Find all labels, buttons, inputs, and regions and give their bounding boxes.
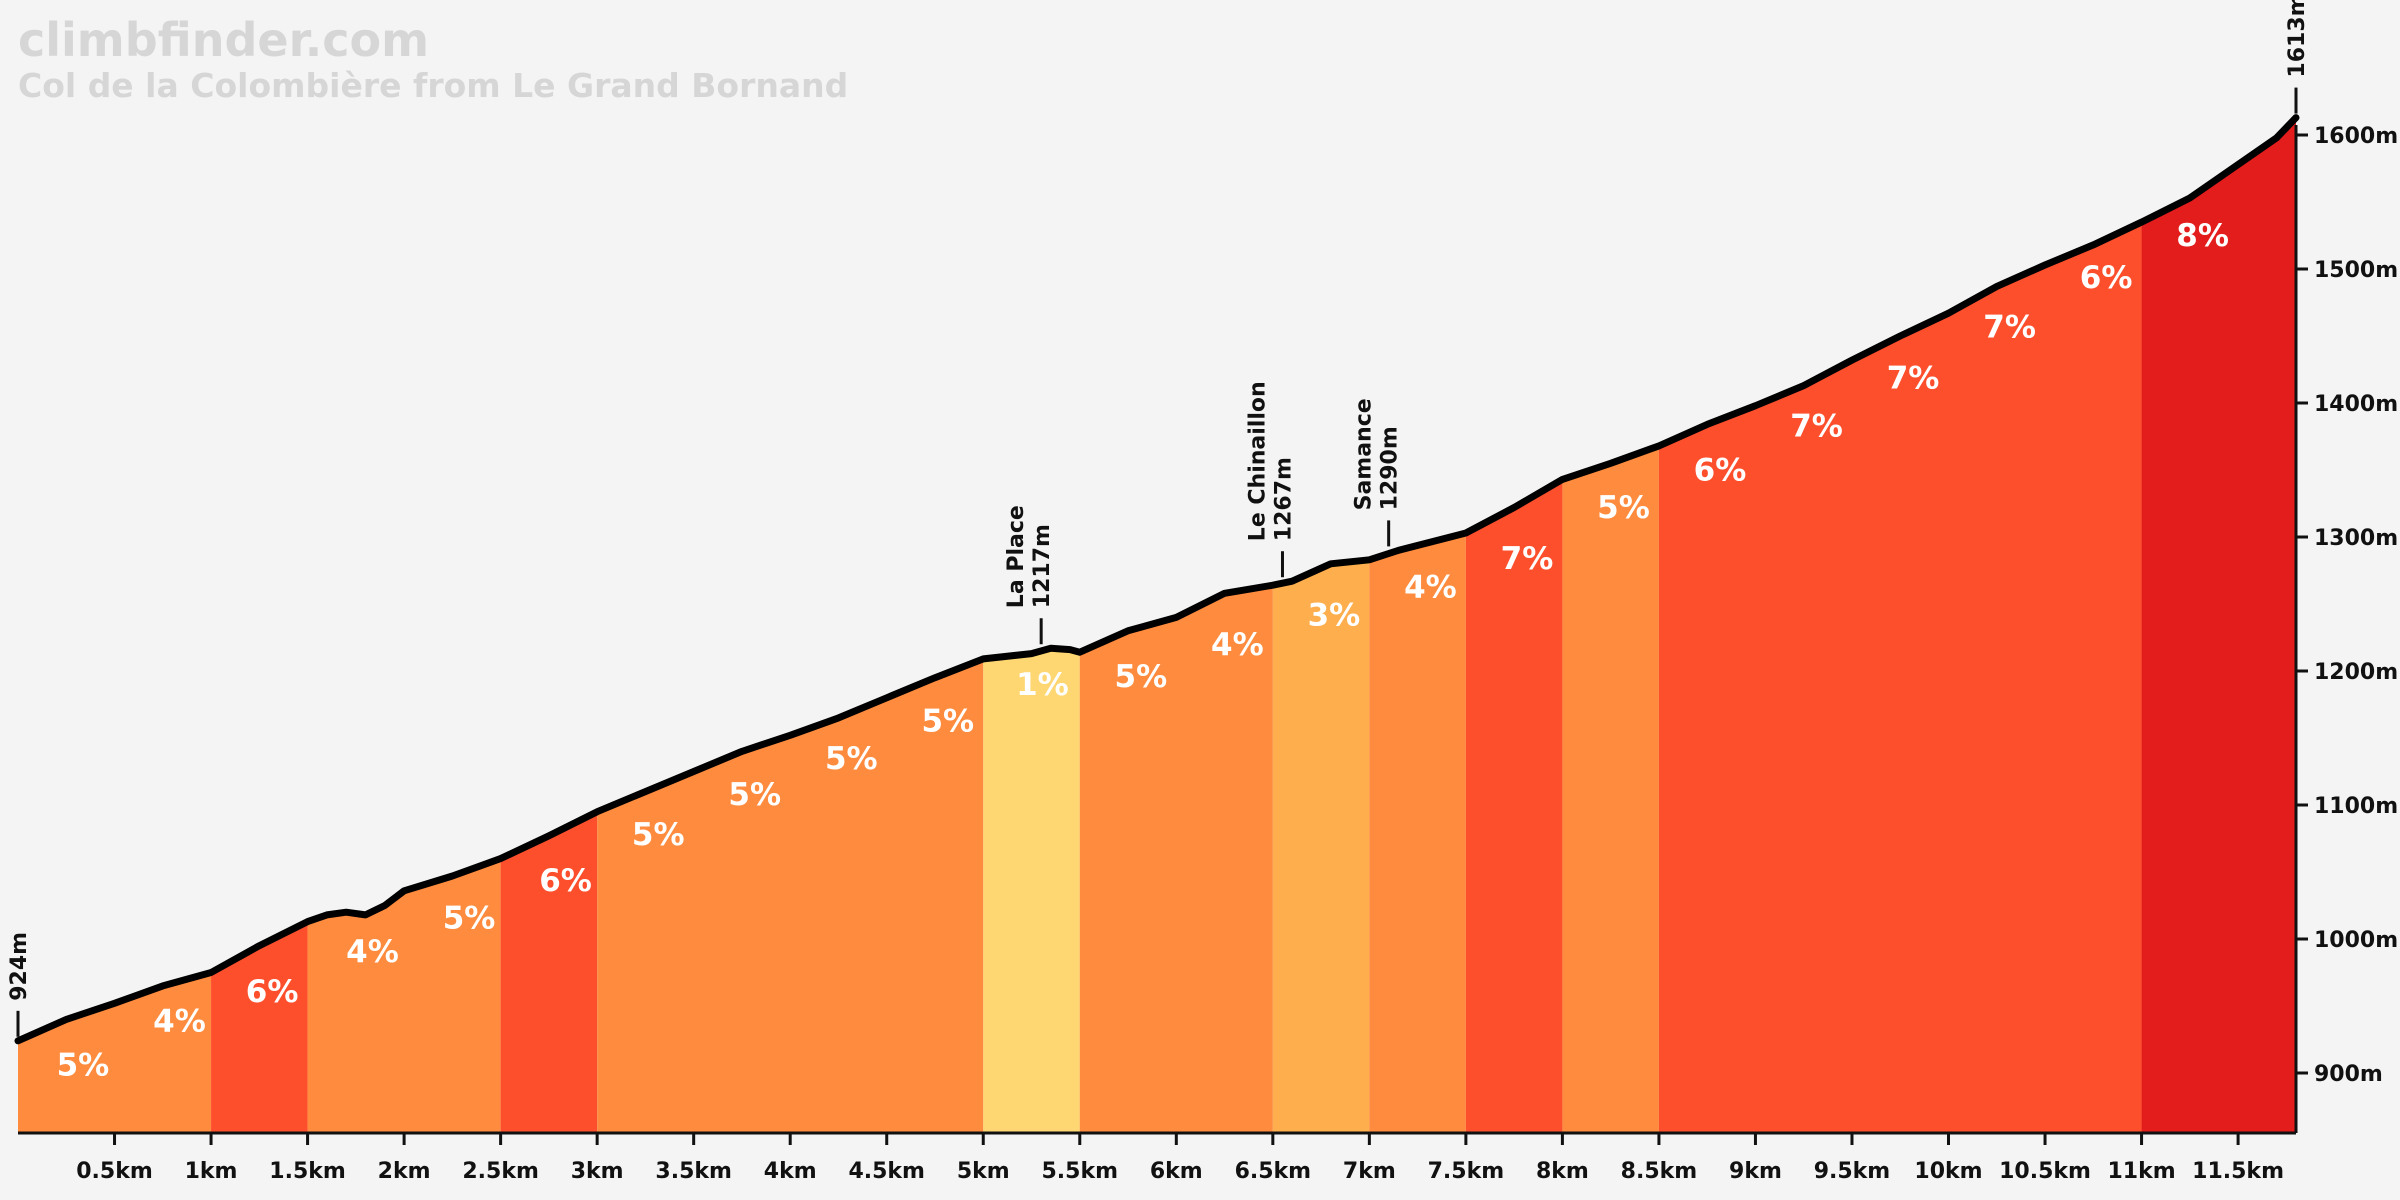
poi-marker: 1613m — [2285, 0, 2310, 114]
x-tick-label: 5.5km — [1042, 1159, 1119, 1184]
x-tick-label: 2.5km — [462, 1159, 539, 1184]
x-axis: 0.5km 1km 1.5km 2km 2.5km 3km 3.5km 4km 4.5km 5km… — [18, 1131, 2296, 1184]
grade-label: 4% — [153, 1003, 206, 1039]
poi-elevation: 1267m — [1272, 457, 1297, 541]
gradient-segment — [2141, 117, 2296, 1133]
y-tick-label: 1100m — [2314, 794, 2398, 819]
gradient-segment — [1562, 117, 1659, 1133]
grade-label: 5% — [57, 1048, 110, 1084]
poi-elevation: 1217m — [1030, 524, 1055, 608]
x-tick-label: 6km — [1150, 1159, 1203, 1184]
poi-label: Le Chinaillon1267m — [1246, 381, 1297, 541]
y-tick-label: 1000m — [2314, 928, 2398, 953]
grade-label: 5% — [921, 703, 974, 739]
grade-label: 7% — [1790, 409, 1843, 445]
x-tick-label: 7km — [1343, 1159, 1396, 1184]
grade-label: 3% — [1308, 597, 1361, 633]
gradient-segment — [307, 117, 501, 1133]
grade-label: 7% — [1983, 309, 2036, 345]
x-tick-label: 6.5km — [1235, 1159, 1312, 1184]
poi-name: La Place — [1004, 505, 1029, 608]
grade-label: 6% — [539, 863, 592, 899]
x-tick-label: 8km — [1536, 1159, 1589, 1184]
grade-label: 4% — [346, 934, 399, 970]
x-tick-label: 4.5km — [848, 1159, 925, 1184]
grade-label: 5% — [1597, 490, 1650, 526]
points-of-interest: 924m La Place1217m Le Chinaillon1267m Saman… — [7, 0, 2310, 1037]
poi-marker: Samance1290m — [1352, 398, 1403, 547]
x-tick-label: 0.5km — [76, 1159, 153, 1184]
gradient-segment — [597, 117, 984, 1133]
grade-label: 5% — [728, 777, 781, 813]
grade-label: 4% — [1211, 627, 1264, 663]
grade-label: 8% — [2176, 218, 2229, 254]
x-tick-label: 1km — [185, 1159, 238, 1184]
poi-label: 1613m — [2285, 0, 2310, 78]
grade-label: 5% — [443, 900, 496, 936]
site-title: climbfinder.com — [18, 13, 429, 67]
poi-label: La Place1217m — [1004, 505, 1055, 608]
gradient-segment — [1658, 117, 2142, 1133]
poi-marker: 924m — [7, 932, 32, 1037]
x-tick-label: 5km — [957, 1159, 1010, 1184]
y-axis: 900m 1000m 1100m 1200m 1300m 1400m 1500m 1600m — [2294, 124, 2398, 1133]
poi-elevation: 924m — [7, 932, 32, 1001]
route-title: Col de la Colombière from Le Grand Borna… — [18, 66, 848, 105]
x-tick-label: 11km — [2107, 1159, 2175, 1184]
x-tick-label: 7.5km — [1428, 1159, 1505, 1184]
poi-marker: La Place1217m — [1004, 505, 1055, 645]
poi-name: Samance — [1352, 398, 1377, 510]
x-tick-label: 9.5km — [1814, 1159, 1891, 1184]
y-tick-label: 1200m — [2314, 660, 2398, 685]
x-tick-label: 9km — [1729, 1159, 1782, 1184]
x-tick-label: 10km — [1914, 1159, 1982, 1184]
y-tick-label: 1300m — [2314, 526, 2398, 551]
y-tick-label: 900m — [2314, 1062, 2383, 1087]
elevation-profile-line — [14, 114, 2300, 1045]
poi-label: Samance1290m — [1352, 398, 1403, 510]
grade-label: 7% — [1501, 541, 1554, 577]
y-tick-label: 1400m — [2314, 392, 2398, 417]
y-tick-label: 1600m — [2314, 124, 2398, 149]
poi-marker: Le Chinaillon1267m — [1246, 381, 1297, 578]
gradient-segment — [1079, 117, 1273, 1133]
gradient-segment — [500, 117, 598, 1133]
gradient-segment — [1369, 117, 1466, 1133]
poi-elevation: 1290m — [1378, 426, 1403, 510]
x-tick-label: 8.5km — [1621, 1159, 1698, 1184]
poi-label: 924m — [7, 932, 32, 1001]
grade-label: 6% — [2080, 260, 2133, 296]
grade-label: 6% — [246, 974, 299, 1010]
grade-label: 4% — [1404, 569, 1457, 605]
x-tick-label: 4km — [764, 1159, 817, 1184]
grade-label: 5% — [825, 741, 878, 777]
grade-label: 1% — [1016, 667, 1069, 703]
x-tick-label: 10.5km — [1999, 1159, 2091, 1184]
grade-label: 6% — [1694, 453, 1747, 489]
poi-name: Le Chinaillon — [1246, 381, 1271, 541]
grade-label: 5% — [1115, 659, 1168, 695]
x-tick-label: 3.5km — [655, 1159, 732, 1184]
x-tick-label: 3km — [571, 1159, 624, 1184]
grade-label: 5% — [632, 817, 685, 853]
poi-elevation: 1613m — [2285, 0, 2310, 78]
gradient-segment — [18, 117, 212, 1133]
x-tick-label: 11.5km — [2192, 1159, 2284, 1184]
x-tick-label: 2km — [378, 1159, 431, 1184]
y-tick-label: 1500m — [2314, 258, 2398, 283]
grade-label: 7% — [1887, 360, 1940, 396]
grade-labels: 5% 4% 6% 4% 5% 6% 5% 5% 5% 5% 1% 5% 4% 3% 4% 7% 5% 6% 7% 7%… — [57, 218, 2229, 1083]
x-tick-label: 1.5km — [269, 1159, 346, 1184]
